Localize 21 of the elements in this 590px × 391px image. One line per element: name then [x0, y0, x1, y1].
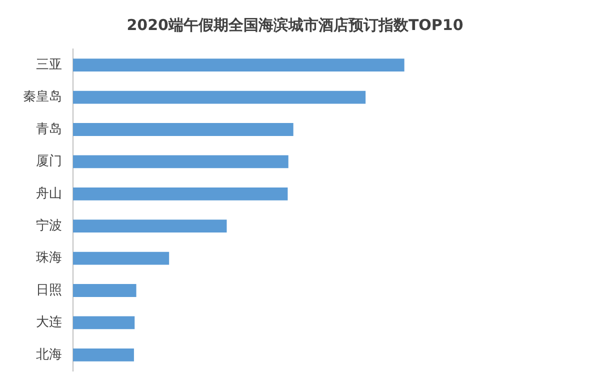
bar: [73, 90, 366, 104]
bar: [73, 187, 288, 200]
bar: [73, 316, 135, 330]
bar: [73, 220, 227, 233]
bar: [73, 348, 134, 362]
bar: [73, 252, 170, 265]
bar: [73, 284, 136, 297]
y-tick-label: 北海: [36, 347, 62, 362]
y-tick-label: 舟山: [36, 186, 62, 202]
y-tick-label: 三亚: [36, 57, 62, 72]
bar: [73, 58, 404, 72]
y-tick-label: 大连: [36, 315, 62, 330]
y-tick-label: 珠海: [36, 250, 62, 266]
bar: [73, 155, 288, 168]
y-tick-label: 青岛: [36, 122, 62, 137]
y-tick-label: 厦门: [36, 153, 62, 170]
chart-title: 2020端午假期全国海滨城市酒店预订指数TOP10: [126, 16, 464, 34]
y-tick-label: 宁波: [36, 217, 62, 234]
bar: [73, 123, 294, 136]
y-tick-label: 秦皇岛: [23, 90, 62, 105]
y-tick-label: 日照: [36, 282, 62, 298]
